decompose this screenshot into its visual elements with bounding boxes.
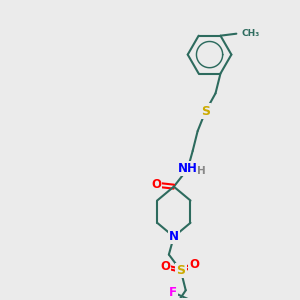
Text: O: O (151, 178, 161, 191)
Text: H: H (197, 166, 206, 176)
Text: NH: NH (178, 162, 198, 175)
Text: S: S (176, 264, 185, 277)
Text: F: F (169, 286, 177, 299)
Text: N: N (169, 230, 179, 243)
Text: O: O (160, 260, 170, 273)
Text: S: S (201, 105, 210, 118)
Text: CH₃: CH₃ (241, 29, 260, 38)
Text: O: O (190, 258, 200, 271)
